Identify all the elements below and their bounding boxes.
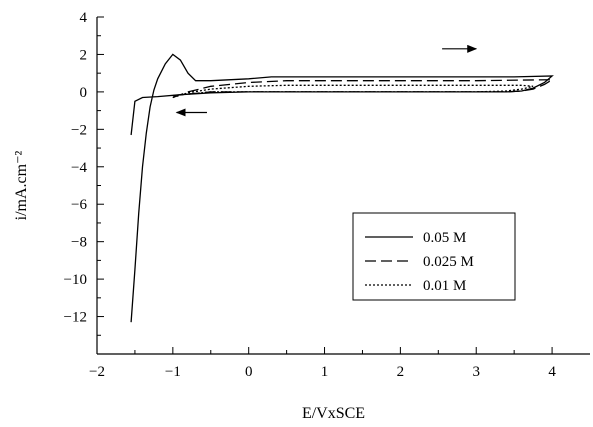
legend-label-2: 0.025 M bbox=[423, 254, 474, 270]
x-tick-label: 0 bbox=[245, 364, 253, 380]
axes bbox=[96, 17, 590, 355]
y-tick-label: −12 bbox=[64, 310, 87, 326]
legend: 0.05 M 0.025 M 0.01 M bbox=[352, 212, 516, 301]
x-tick-label: 2 bbox=[397, 364, 405, 380]
y-tick-label: 2 bbox=[80, 47, 88, 63]
y-tick-label: −10 bbox=[64, 272, 87, 288]
legend-box bbox=[352, 212, 516, 301]
y-axis-title: i/mA.cm⁻² bbox=[13, 150, 30, 220]
y-tick-label: −6 bbox=[71, 197, 87, 213]
x-tick-label: 4 bbox=[548, 364, 556, 380]
y-tick-label: 0 bbox=[80, 85, 88, 101]
x-axis-title: E/VxSCE bbox=[302, 405, 365, 422]
series-line-2 bbox=[172, 79, 555, 99]
y-tick-label: −8 bbox=[71, 235, 87, 251]
x-tick-label: 1 bbox=[321, 364, 329, 380]
y-tick-label: 4 bbox=[80, 10, 88, 26]
y-tick-label: −2 bbox=[71, 122, 87, 138]
y-tick-label: −4 bbox=[71, 160, 87, 176]
legend-label-1: 0.05 M bbox=[423, 230, 466, 246]
x-tick-label: 3 bbox=[472, 364, 480, 380]
x-tick-label: −2 bbox=[89, 364, 105, 380]
legend-label-3: 0.01 M bbox=[423, 278, 466, 294]
x-tick-label: −1 bbox=[165, 364, 181, 380]
series-group bbox=[130, 53, 555, 323]
annotation-group bbox=[175, 44, 478, 117]
